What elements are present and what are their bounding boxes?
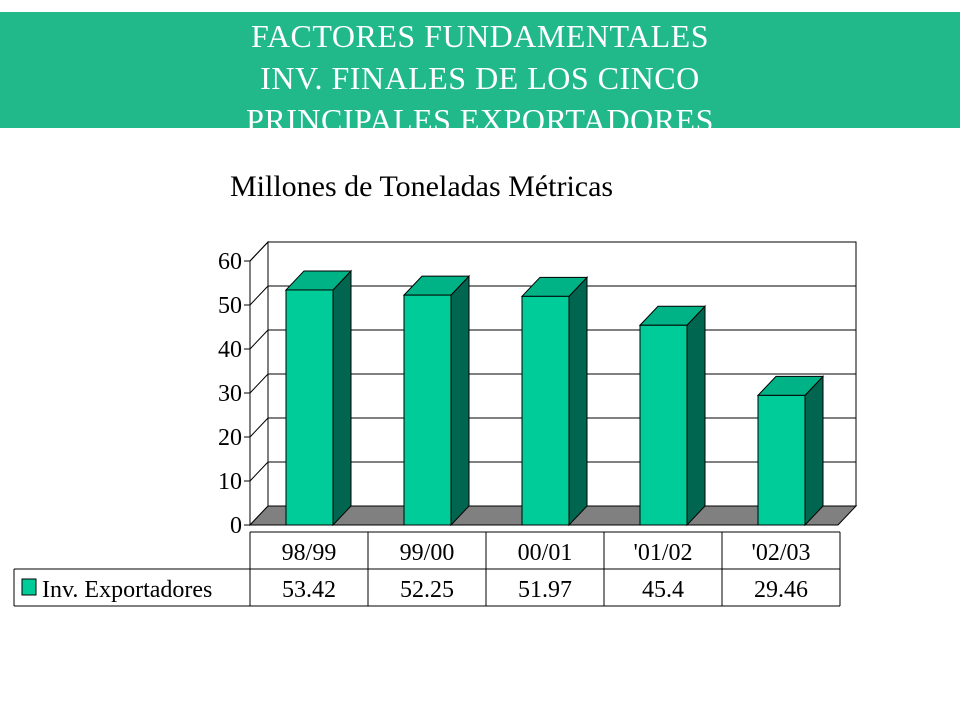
- bar: [757, 394, 806, 526]
- y-tick-label: 40: [218, 337, 242, 363]
- data-value-label: 51.97: [518, 577, 572, 603]
- y-tick-label: 60: [218, 249, 242, 275]
- bar: [521, 295, 570, 526]
- bar-side: [450, 274, 470, 527]
- bar: [285, 289, 334, 526]
- gridline-side: [249, 285, 269, 306]
- data-value-label: 29.46: [754, 577, 808, 603]
- bar-side: [686, 304, 706, 527]
- y-tick-label: 0: [230, 513, 242, 539]
- x-category-label: 00/01: [518, 540, 573, 566]
- y-tick-label: 30: [218, 381, 242, 407]
- x-category-label: '02/03: [752, 540, 811, 566]
- bar-side: [804, 375, 824, 527]
- y-tick-label: 20: [218, 425, 242, 451]
- x-category-label: 99/00: [400, 540, 455, 566]
- chart-title: Millones de Toneladas Métricas: [230, 170, 614, 203]
- legend-swatch: [21, 578, 37, 596]
- data-value-label: 53.42: [282, 577, 336, 603]
- title-line-3: PRINCIPALES EXPORTADORES: [246, 102, 714, 128]
- y-tick-label: 50: [218, 293, 242, 319]
- gridline-side: [249, 417, 269, 438]
- gridline-side: [249, 241, 269, 262]
- legend-series-name: Inv. Exportadores: [42, 577, 212, 603]
- gridline-side: [249, 461, 269, 482]
- bar-side: [568, 276, 588, 527]
- title-line-1: FACTORES FUNDAMENTALES: [251, 18, 709, 54]
- bar: [403, 294, 452, 526]
- x-category-label: '01/02: [634, 540, 693, 566]
- header-banner: FACTORES FUNDAMENTALES INV. FINALES DE L…: [0, 12, 960, 128]
- bar: [639, 324, 688, 526]
- data-value-label: 45.4: [642, 577, 684, 603]
- title-line-2: INV. FINALES DE LOS CINCO: [260, 60, 700, 96]
- x-category-label: 98/99: [282, 540, 337, 566]
- y-tick-label: 10: [218, 469, 242, 495]
- gridline-side: [249, 329, 269, 350]
- bar-side: [332, 269, 352, 527]
- gridline-side: [249, 373, 269, 394]
- data-value-label: 52.25: [400, 577, 454, 603]
